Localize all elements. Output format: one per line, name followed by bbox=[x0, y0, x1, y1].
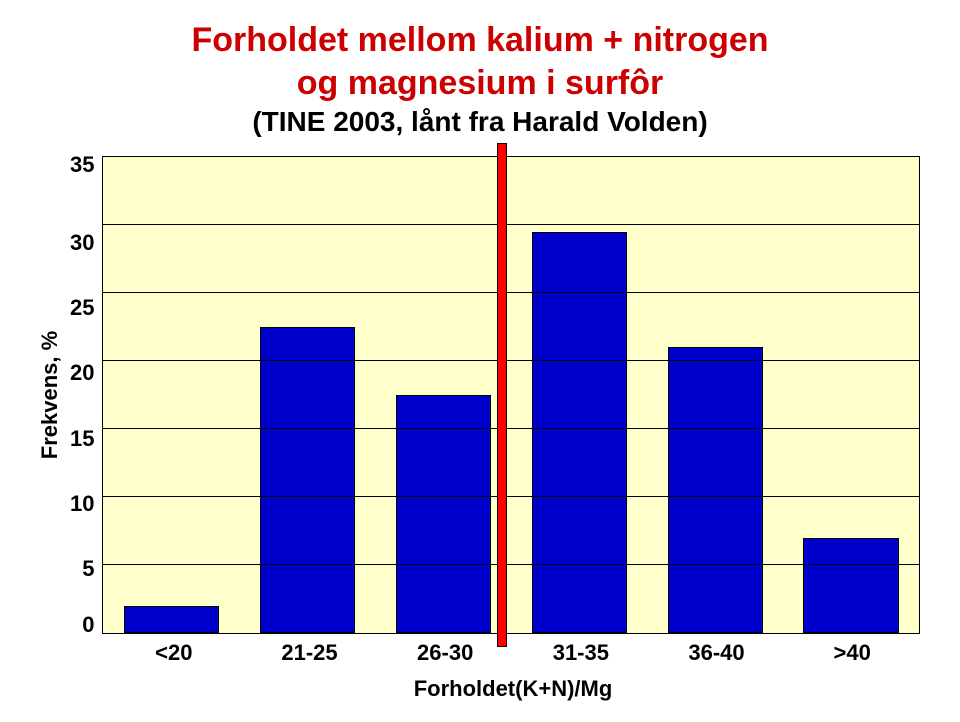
chart: Frekvens, % 35 30 25 20 15 10 5 0 <2021-2526-30… bbox=[0, 138, 960, 722]
y-tick: 15 bbox=[70, 428, 94, 450]
gridline bbox=[103, 496, 919, 497]
bar-slot bbox=[103, 157, 239, 633]
y-tick: 35 bbox=[70, 154, 94, 176]
x-ticks: <2021-2526-3031-3536-40>40 bbox=[106, 640, 920, 666]
x-tick: 36-40 bbox=[649, 640, 785, 666]
bar bbox=[803, 538, 898, 633]
bar bbox=[124, 606, 219, 633]
subtitle: (TINE 2003, lånt fra Harald Volden) bbox=[40, 106, 920, 138]
x-axis-label: Forholdet(K+N)/Mg bbox=[106, 676, 920, 702]
x-axis-row: <2021-2526-3031-3536-40>40 bbox=[30, 634, 920, 666]
gridline bbox=[103, 360, 919, 361]
y-tick: 10 bbox=[70, 493, 94, 515]
x-tick: 21-25 bbox=[242, 640, 378, 666]
y-tick: 0 bbox=[82, 614, 94, 636]
y-axis: 35 30 25 20 15 10 5 0 bbox=[70, 156, 102, 634]
y-tick: 25 bbox=[70, 297, 94, 319]
x-spacer-2 bbox=[70, 640, 106, 666]
gridline bbox=[103, 224, 919, 225]
gridline bbox=[103, 564, 919, 565]
slide: Forholdet mellom kalium + nitrogen og ma… bbox=[0, 0, 960, 722]
bar-slot bbox=[511, 157, 647, 633]
plot-area bbox=[102, 156, 920, 634]
bars-container bbox=[103, 157, 919, 633]
bar bbox=[260, 327, 355, 633]
y-axis-label: Frekvens, % bbox=[37, 331, 63, 459]
y-axis-label-wrap: Frekvens, % bbox=[30, 156, 70, 634]
x-label-row: Forholdet(K+N)/Mg bbox=[30, 666, 920, 702]
x-spacer-3 bbox=[30, 676, 70, 702]
y-tick: 30 bbox=[70, 232, 94, 254]
gridline bbox=[103, 292, 919, 293]
reference-line bbox=[497, 143, 507, 648]
bar-slot bbox=[647, 157, 783, 633]
chart-row: Frekvens, % 35 30 25 20 15 10 5 0 bbox=[30, 156, 920, 634]
bar bbox=[668, 347, 763, 633]
bar bbox=[396, 395, 491, 633]
x-spacer-1 bbox=[30, 640, 70, 666]
title-block: Forholdet mellom kalium + nitrogen og ma… bbox=[0, 0, 960, 138]
x-tick: <20 bbox=[106, 640, 242, 666]
x-tick: 26-30 bbox=[377, 640, 513, 666]
y-tick: 20 bbox=[70, 362, 94, 384]
x-spacer-4 bbox=[70, 676, 106, 702]
x-tick: >40 bbox=[784, 640, 920, 666]
y-tick: 5 bbox=[82, 558, 94, 580]
title-line-2: og magnesium i surfôr bbox=[40, 62, 920, 105]
x-tick: 31-35 bbox=[513, 640, 649, 666]
bar-slot bbox=[783, 157, 919, 633]
gridline bbox=[103, 428, 919, 429]
bar-slot bbox=[239, 157, 375, 633]
title-line-1: Forholdet mellom kalium + nitrogen bbox=[40, 19, 920, 62]
bar-slot bbox=[375, 157, 511, 633]
